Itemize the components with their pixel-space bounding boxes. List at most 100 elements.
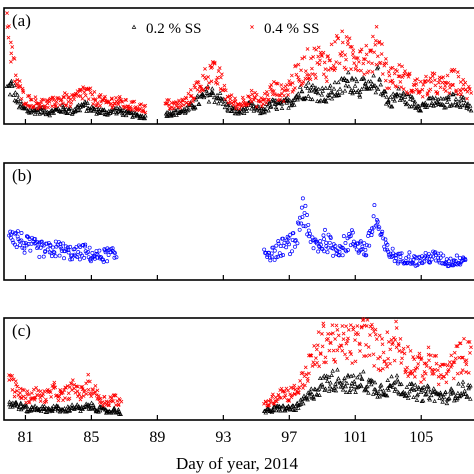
data-point [233, 111, 239, 116]
data-point [264, 89, 269, 94]
data-point [447, 360, 452, 365]
data-point [310, 96, 315, 102]
data-point [164, 101, 169, 106]
data-point [407, 250, 412, 255]
data-point [281, 253, 285, 258]
data-point [339, 76, 344, 81]
data-point [457, 256, 462, 261]
data-point [364, 52, 369, 57]
data-point [287, 98, 293, 103]
data-point [340, 50, 345, 55]
data-point [267, 255, 272, 260]
data-point [407, 389, 412, 394]
data-point [290, 81, 295, 85]
data-point [185, 108, 191, 113]
data-point [294, 93, 299, 98]
data-point [315, 360, 319, 365]
data-point [56, 398, 61, 403]
data-point [442, 362, 447, 367]
data-point [373, 90, 379, 95]
data-point [386, 387, 391, 392]
data-point [363, 57, 368, 62]
data-point [317, 392, 322, 397]
data-point [109, 96, 114, 101]
data-point [15, 229, 20, 234]
data-point [331, 253, 336, 258]
data-point [97, 408, 103, 413]
data-point [99, 99, 104, 104]
data-point [408, 349, 413, 353]
data-point [21, 240, 26, 245]
data-point [329, 96, 335, 101]
data-point [401, 389, 406, 394]
data-point [61, 390, 65, 395]
data-point [448, 256, 453, 261]
data-point [336, 36, 341, 41]
data-point [350, 230, 355, 235]
data-point [469, 91, 474, 95]
data-point [388, 347, 393, 352]
data-point [315, 98, 320, 103]
data-point [62, 256, 66, 261]
data-point [19, 238, 24, 243]
data-point [82, 255, 87, 260]
data-point [284, 245, 289, 250]
data-point [35, 110, 41, 115]
data-point [266, 108, 271, 113]
data-point [373, 387, 378, 392]
data-point [466, 106, 472, 112]
data-point [70, 388, 74, 392]
data-point [319, 85, 325, 90]
data-point [222, 83, 227, 88]
data-point [348, 383, 354, 388]
data-point [233, 96, 237, 101]
data-point [293, 86, 297, 90]
data-point [113, 393, 118, 398]
data-point [292, 391, 297, 396]
legend-marker [250, 25, 254, 29]
data-point [405, 365, 410, 370]
data-point [390, 78, 395, 83]
data-point [362, 84, 368, 89]
data-point [60, 104, 66, 109]
data-point [344, 324, 348, 329]
data-point [385, 377, 391, 382]
data-point [445, 73, 450, 78]
data-point [343, 53, 348, 57]
data-point [296, 62, 301, 67]
data-point [468, 383, 473, 388]
data-point [271, 89, 276, 93]
data-point [22, 246, 27, 251]
data-point [343, 248, 348, 253]
series-1 [7, 367, 473, 417]
data-point [396, 391, 402, 396]
data-point [364, 354, 369, 358]
data-point [401, 87, 406, 91]
data-point [78, 397, 83, 402]
data-point [431, 254, 436, 259]
data-point [84, 108, 89, 113]
data-point [38, 245, 43, 250]
data-point [9, 51, 14, 56]
data-point [402, 351, 407, 356]
data-point [423, 388, 428, 393]
data-point [13, 73, 18, 78]
data-point [208, 92, 213, 97]
data-point [389, 374, 394, 379]
data-point [83, 401, 89, 406]
data-point [393, 337, 398, 342]
data-point [331, 348, 336, 353]
data-point [45, 247, 50, 252]
data-point [25, 389, 30, 394]
data-point [305, 47, 310, 51]
data-point [98, 92, 103, 97]
data-point [381, 350, 386, 355]
data-point [393, 386, 399, 391]
data-point [307, 371, 311, 376]
data-point [441, 102, 446, 107]
data-point [288, 82, 293, 86]
data-point [444, 257, 449, 262]
data-point [65, 110, 70, 115]
data-point [331, 63, 336, 68]
data-point [339, 90, 345, 95]
